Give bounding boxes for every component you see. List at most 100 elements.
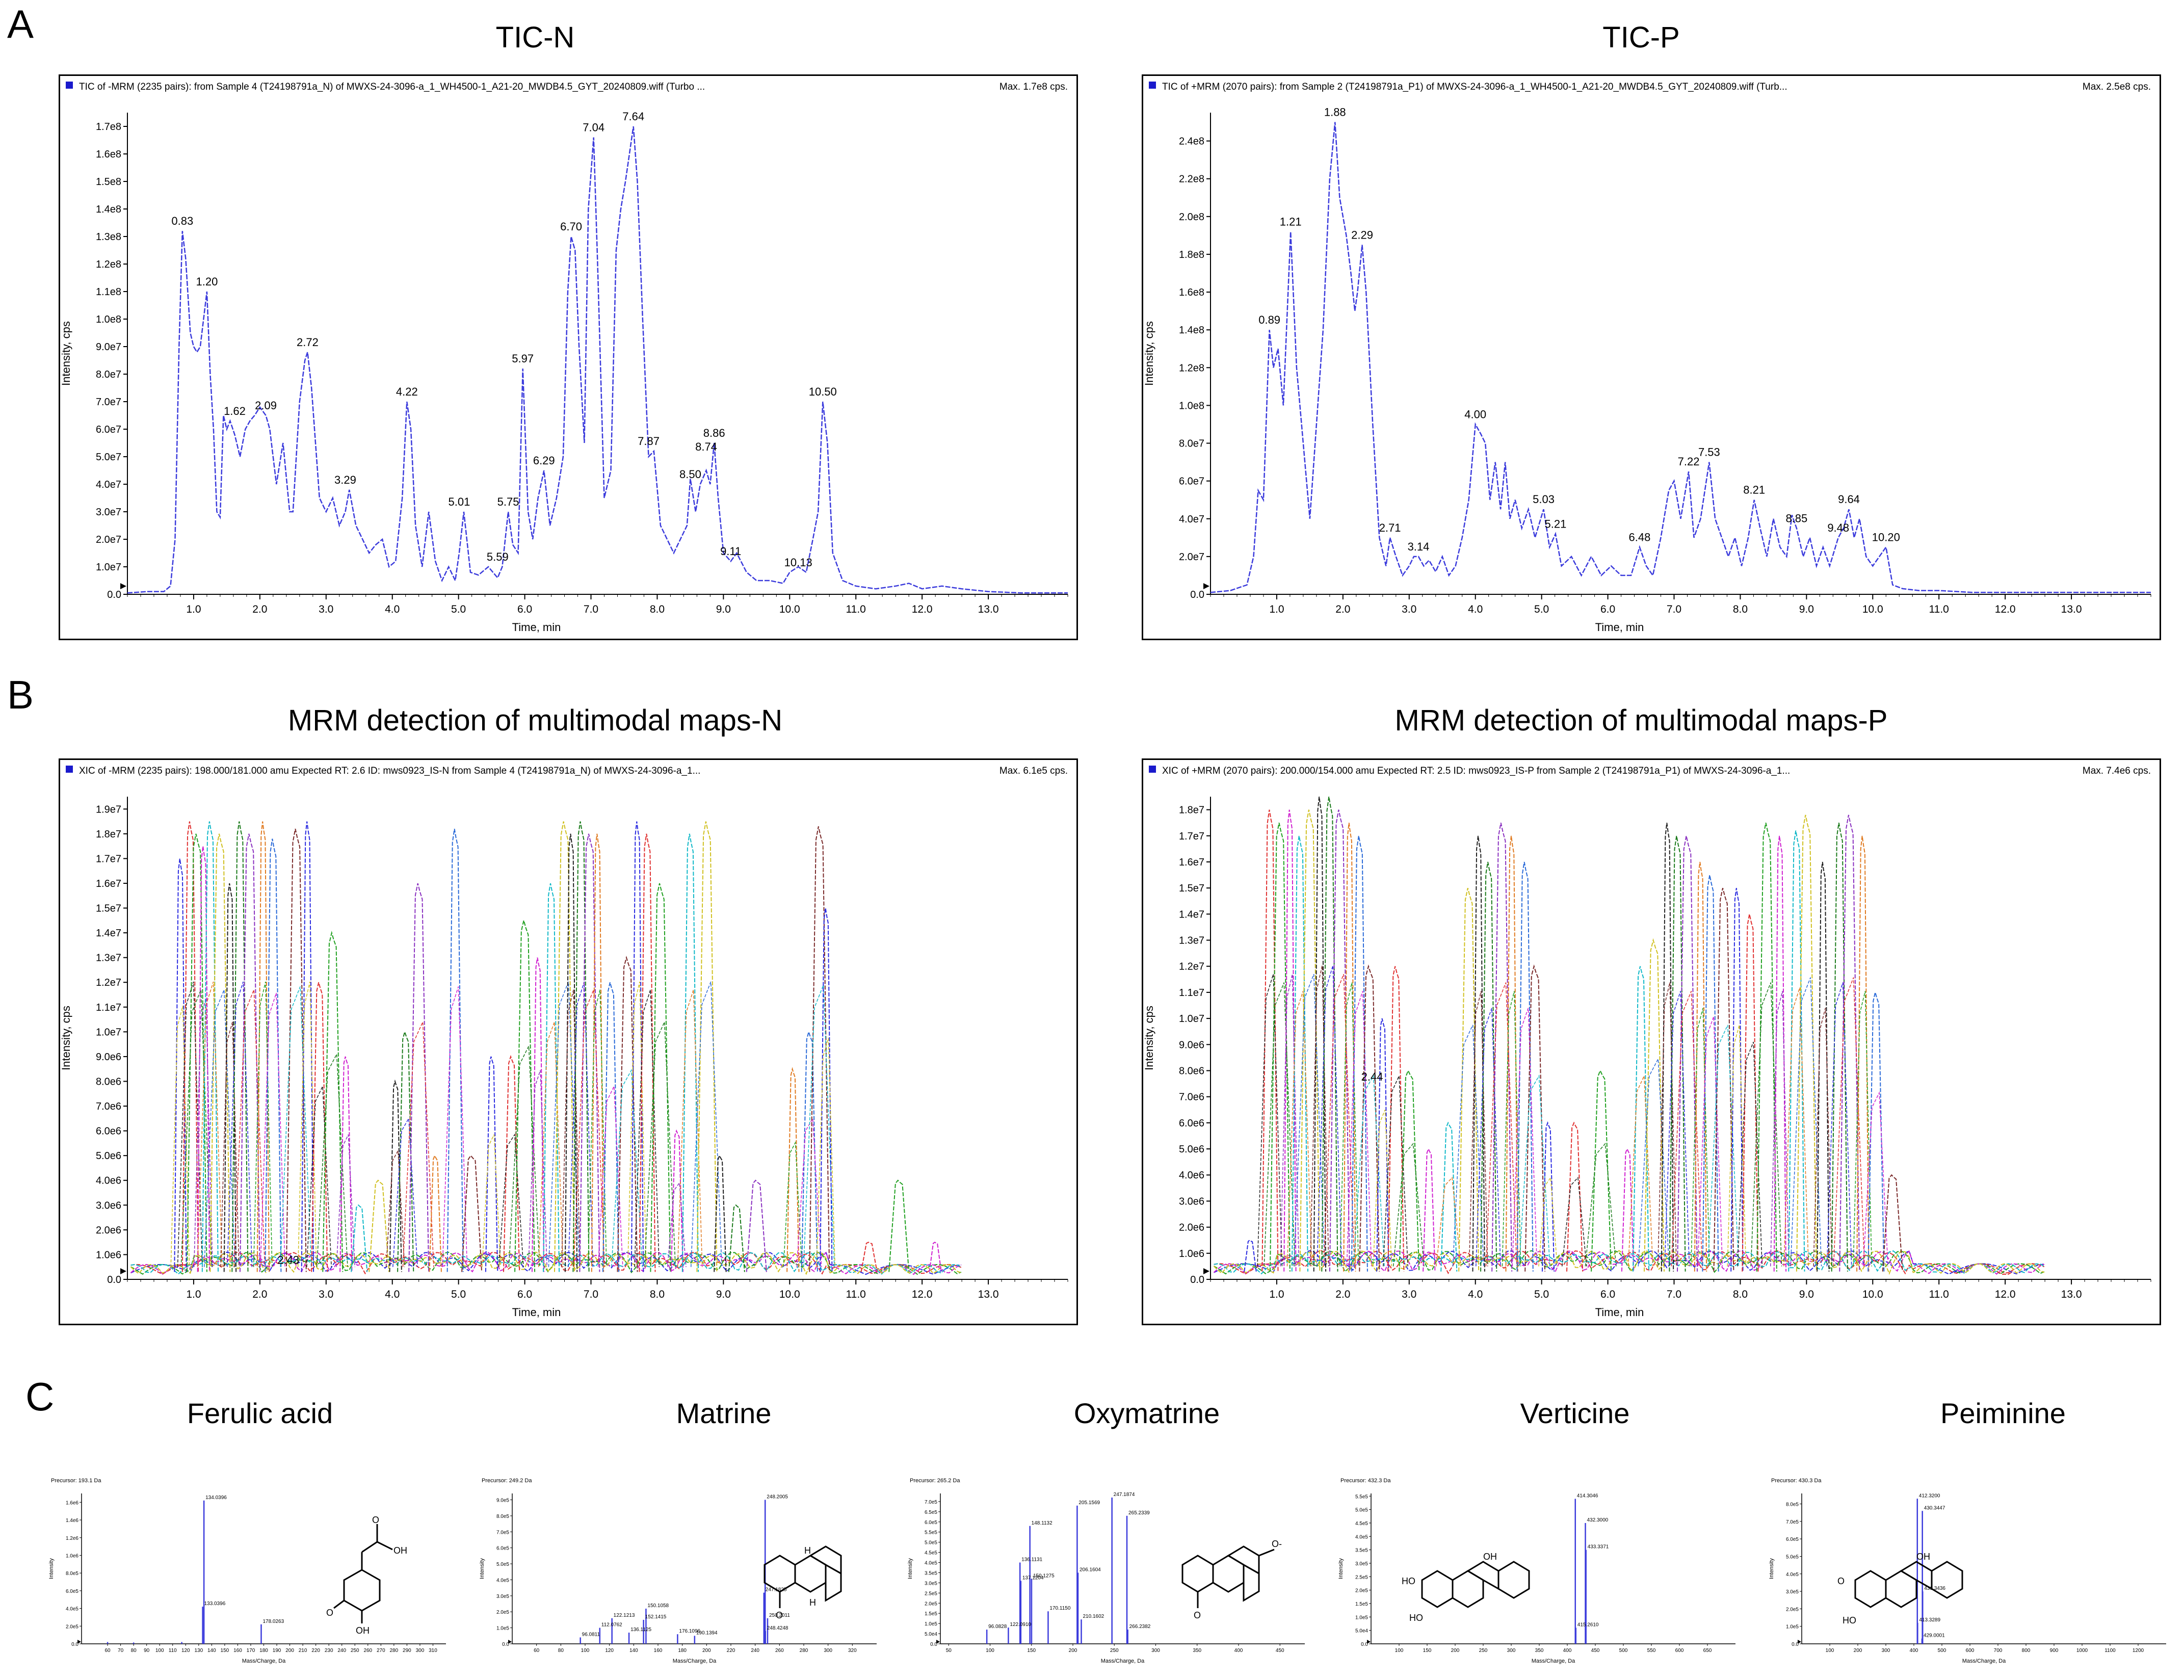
y-tick-label: 0.0 xyxy=(107,1274,121,1285)
max-label: Max. 6.1e5 cps. xyxy=(999,766,1068,776)
y-tick-label: 2.0e5 xyxy=(925,1601,937,1607)
mrm-peak xyxy=(193,998,213,1267)
peak-label: 415.2610 xyxy=(1577,1622,1599,1628)
y-tick-label: 1.1e7 xyxy=(96,1002,121,1013)
precursor-label: Precursor: 432.3 Da xyxy=(1340,1478,1391,1484)
chart-frame xyxy=(1142,74,2161,640)
mrm-peak xyxy=(1997,1271,2014,1275)
x-tick-label: 500 xyxy=(1619,1648,1628,1653)
mrm-baseline-trace xyxy=(130,1252,962,1275)
x-tick-label: 9.0 xyxy=(1799,603,1814,615)
y-tick-label: 6.0e7 xyxy=(96,424,121,435)
y-axis-label: Intensity, cps xyxy=(1143,1006,1155,1070)
peak-label: 137.1204 xyxy=(1022,1575,1044,1581)
x-tick-label: 3.0 xyxy=(1402,603,1416,615)
x-tick-label: 7.0 xyxy=(584,603,598,615)
peak-label: 0.83 xyxy=(171,215,193,227)
x-tick-label: 2.0 xyxy=(1335,603,1350,615)
mrm-peak xyxy=(498,1133,524,1267)
mrm-peak xyxy=(888,1179,910,1272)
x-tick-label: 11.0 xyxy=(1929,603,1949,615)
y-axis-label: Intensity xyxy=(907,1558,913,1579)
x-tick-label: 12.0 xyxy=(912,1289,933,1300)
y-tick-label: 1.5e5 xyxy=(1355,1602,1368,1607)
y-tick-label: 2.0e5 xyxy=(1786,1607,1799,1612)
x-axis-label: Mass/Charge, Da xyxy=(242,1658,286,1664)
legend-marker xyxy=(1149,766,1156,773)
mrm-peak xyxy=(1882,1174,1903,1272)
y-tick-label: 6.0e7 xyxy=(1179,476,1204,487)
mrm-peak xyxy=(485,1056,498,1272)
mrm-peak xyxy=(1702,875,1719,1272)
y-tick-label: 1.4e7 xyxy=(96,928,121,939)
tic-trace xyxy=(127,126,1068,594)
mrm-peak xyxy=(1261,809,1279,1272)
peak-label: 5.01 xyxy=(449,495,470,508)
x-axis-label: Time, min xyxy=(512,621,561,634)
peak-label: 5.21 xyxy=(1545,517,1567,530)
x-tick-label: 100 xyxy=(155,1648,164,1653)
mrm-peak xyxy=(1691,1008,1710,1267)
title-tic-n: TIC-N xyxy=(495,21,575,54)
x-tick-label: 1.0 xyxy=(186,603,201,615)
peak-label: 413.3289 xyxy=(1919,1617,1940,1623)
svg-text:O: O xyxy=(372,1515,379,1525)
x-tick-label: 11.0 xyxy=(846,1289,866,1300)
peak-label: 7.64 xyxy=(622,110,644,123)
x-tick-label: 7.0 xyxy=(1667,603,1681,615)
y-tick-label: 4.0e7 xyxy=(96,479,121,490)
panel-label-b: B xyxy=(7,672,34,717)
mrm-peak xyxy=(1468,991,1488,1267)
mrm-peak xyxy=(670,1129,684,1272)
origin-marker xyxy=(1203,1268,1209,1274)
mrm-peak xyxy=(1633,966,1650,1272)
x-tick-label: 200 xyxy=(285,1648,294,1653)
svg-text:OH: OH xyxy=(1483,1552,1497,1562)
spectrum-title-oxymatrine: Oxymatrine xyxy=(1073,1397,1220,1429)
x-tick-label: 1200 xyxy=(2133,1648,2144,1653)
x-tick-label: 250 xyxy=(351,1648,359,1653)
oxymatrine-spectrum: Precursor: 265.2 Da 50 100 150 200 250 300 350 4… xyxy=(907,1478,1305,1664)
y-tick-label: 8.0e5 xyxy=(66,1571,78,1577)
mrm-peak xyxy=(1480,861,1497,1272)
peak-label: 10.20 xyxy=(1872,531,1900,543)
y-tick-label: 5.0e7 xyxy=(96,452,121,463)
mrm-peak xyxy=(1323,974,1355,1267)
mrm-peak xyxy=(174,858,187,1272)
peak-label: 6.48 xyxy=(1629,531,1651,543)
svg-text:O: O xyxy=(326,1608,333,1618)
spectrum-title-ferulic: Ferulic acid xyxy=(187,1397,333,1429)
y-tick-label: 0.0 xyxy=(107,589,121,600)
mrm-peak xyxy=(1863,1091,1888,1267)
y-tick-label: 4.0e5 xyxy=(496,1578,509,1583)
mrm-peak xyxy=(351,1204,368,1272)
origin-marker xyxy=(508,1640,512,1644)
mrm-peak xyxy=(1657,982,1677,1267)
y-tick-label: 5.0e6 xyxy=(96,1150,121,1162)
mrm-peak xyxy=(1299,809,1321,1272)
y-tick-label: 2.0e5 xyxy=(1355,1588,1368,1594)
y-tick-label: 1.2e8 xyxy=(96,259,121,270)
x-tick-label: 4.0 xyxy=(385,603,400,615)
precursor-label: Precursor: 430.3 Da xyxy=(1771,1478,1822,1484)
mrm-peak xyxy=(1339,982,1359,1267)
x-tick-label: 3.0 xyxy=(319,1289,333,1300)
x-tick-label: 70 xyxy=(118,1648,124,1653)
y-tick-label: 2.2e8 xyxy=(1179,174,1204,185)
svg-text:HO: HO xyxy=(1402,1576,1415,1586)
y-tick-label: 1.1e8 xyxy=(96,286,121,298)
mrm-peak xyxy=(801,1030,818,1272)
y-tick-label: 1.6e7 xyxy=(1179,857,1204,868)
mrm-peak xyxy=(1817,861,1830,1272)
y-tick-label: 7.0e6 xyxy=(96,1101,121,1112)
chart-header: TIC of +MRM (2070 pairs): from Sample 2 … xyxy=(1162,82,1787,92)
y-tick-label: 1.1e7 xyxy=(1179,987,1204,999)
x-tick-label: 250 xyxy=(1110,1648,1119,1653)
mrm-peak xyxy=(611,1068,643,1267)
oxymatrine-structure: O O- xyxy=(1181,1539,1282,1620)
y-axis-label: Intensity xyxy=(1769,1558,1775,1579)
x-tick-label: 650 xyxy=(1703,1648,1712,1653)
y-axis-label: Intensity xyxy=(48,1558,55,1579)
peak-label: 6.70 xyxy=(560,220,582,233)
mrm-peak xyxy=(1664,991,1690,1267)
